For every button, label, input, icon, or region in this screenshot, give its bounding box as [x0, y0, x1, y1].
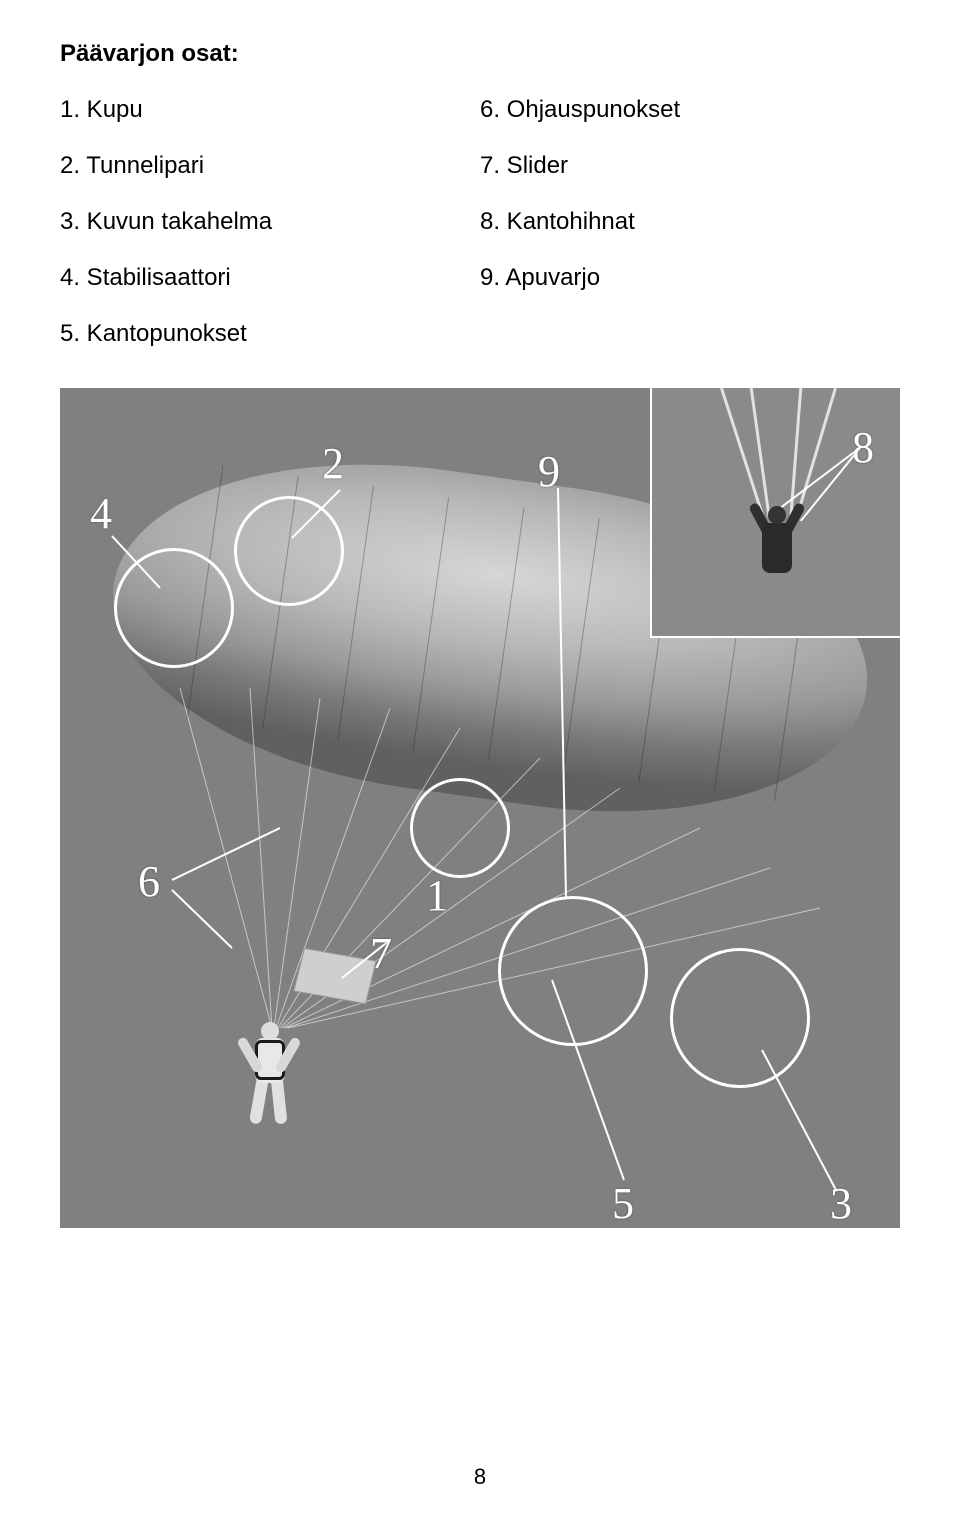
diagram-label-5: 5 [612, 1178, 634, 1228]
diagram-label-2: 2 [322, 438, 344, 489]
list-item: 9. Apuvarjo [480, 264, 900, 292]
list-item: 1. Kupu [60, 96, 400, 124]
diagram-label-4: 4 [90, 488, 112, 539]
parts-list-left: 1. Kupu 2. Tunnelipari 3. Kuvun takahelm… [60, 96, 400, 348]
list-item: 2. Tunnelipari [60, 152, 400, 180]
diagram-label-1: 1 [426, 870, 448, 921]
parachute-diagram: 4 2 9 8 6 1 7 5 3 [60, 388, 900, 1228]
diagram-label-7: 7 [370, 928, 392, 979]
list-item: 3. Kuvun takahelma [60, 208, 400, 236]
diagram-label-6: 6 [138, 856, 160, 907]
diagram-label-3: 3 [830, 1178, 852, 1228]
list-item: 5. Kantopunokset [60, 320, 400, 348]
list-item: 8. Kantohihnat [480, 208, 900, 236]
page-heading: Päävarjon osat: [60, 40, 900, 68]
parts-list-right: 6. Ohjauspunokset 7. Slider 8. Kantohihn… [480, 96, 900, 348]
page-number: 8 [0, 1464, 960, 1490]
list-item: 6. Ohjauspunokset [480, 96, 900, 124]
diagram-label-9: 9 [538, 446, 560, 497]
diagram-label-8: 8 [852, 422, 874, 473]
parts-columns: 1. Kupu 2. Tunnelipari 3. Kuvun takahelm… [60, 96, 900, 348]
callout-lines [60, 388, 900, 1228]
list-item: 7. Slider [480, 152, 900, 180]
list-item: 4. Stabilisaattori [60, 264, 400, 292]
